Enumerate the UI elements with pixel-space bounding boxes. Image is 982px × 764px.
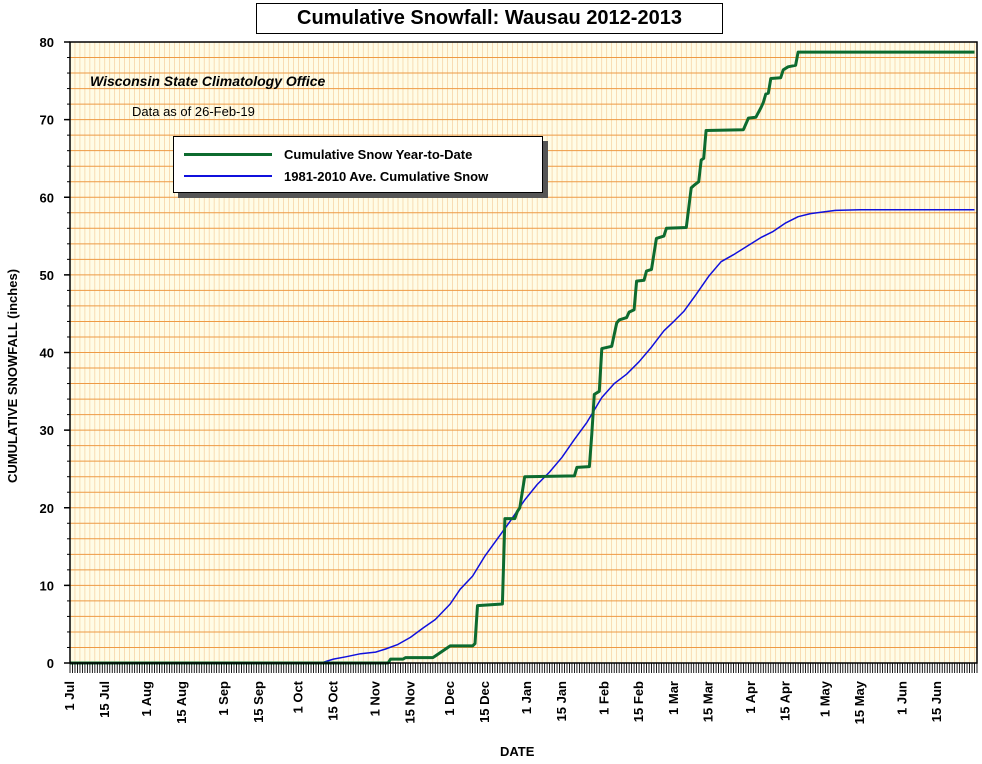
y-tick-label: 50 [40, 268, 54, 283]
x-tick-label: 1 Dec [442, 681, 457, 716]
x-tick-label: 1 Mar [666, 681, 681, 715]
y-tick-label: 30 [40, 423, 54, 438]
legend-swatch-average [184, 175, 272, 177]
x-tick-label: 1 Feb [596, 681, 611, 715]
x-tick-label: 15 Dec [477, 681, 492, 723]
legend-item-ytd: Cumulative Snow Year-to-Date [184, 144, 472, 164]
x-tick-label: 15 Feb [631, 681, 646, 722]
x-tick-label: 15 Jul [97, 681, 112, 718]
chart-subtitle: Wisconsin State Climatology Office [90, 73, 326, 89]
y-tick-label: 40 [40, 346, 54, 361]
x-tick-label: 1 Apr [743, 681, 758, 714]
x-tick-label: 15 Jun [929, 681, 944, 722]
series-layer [70, 50, 975, 665]
legend: Cumulative Snow Year-to-Date 1981-2010 A… [173, 136, 543, 193]
y-tick-label: 80 [40, 35, 54, 50]
y-axis-label: CUMULATIVE SNOWFALL (inches) [5, 268, 20, 483]
y-tick-label: 10 [40, 578, 54, 593]
x-tick-label: 15 May [852, 680, 867, 724]
x-axis: 1 Jul 15 Jul 1 Aug 15 Aug 1 Sep 15 Sep 1 Oct 15… [62, 663, 978, 724]
x-tick-label: 1 Aug [139, 681, 154, 717]
x-tick-label: 1 Oct [291, 680, 306, 713]
chart-title: Cumulative Snowfall: Wausau 2012-2013 [256, 3, 723, 34]
y-axis: 0 10 20 30 40 50 60 70 80 [40, 35, 70, 671]
data-date-note: Data as of 26-Feb-19 [132, 104, 255, 119]
y-tick-label: 0 [47, 656, 54, 671]
x-tick-label: 15 Oct [325, 680, 340, 720]
x-tick-label: 15 Sep [251, 681, 266, 723]
legend-item-average: 1981-2010 Ave. Cumulative Snow [184, 166, 488, 186]
series-line-average [70, 208, 975, 664]
x-tick-label: 15 Nov [402, 680, 417, 723]
x-tick-label: 15 Mar [701, 681, 716, 722]
legend-label-average: 1981-2010 Ave. Cumulative Snow [284, 168, 489, 184]
x-axis-label: DATE [500, 744, 535, 759]
x-tick-label: 1 Jan [519, 681, 534, 714]
x-tick-label: 1 Sep [216, 681, 231, 716]
x-tick-label: 15 Aug [174, 681, 189, 724]
x-tick-label: 1 Jul [62, 681, 77, 711]
x-tick-label: 15 Jan [554, 681, 569, 722]
x-tick-label: 15 Apr [778, 681, 793, 721]
legend-swatch-ytd [184, 152, 272, 156]
y-tick-label: 20 [40, 501, 54, 516]
series-line-ytd [70, 50, 975, 665]
x-tick-label: 1 Nov [368, 680, 383, 716]
x-tick-label: 1 Jun [894, 681, 909, 715]
x-tick-label: 1 May [817, 680, 832, 717]
y-tick-label: 70 [40, 113, 54, 128]
legend-label-ytd: Cumulative Snow Year-to-Date [284, 146, 473, 162]
y-tick-label: 60 [40, 190, 54, 205]
